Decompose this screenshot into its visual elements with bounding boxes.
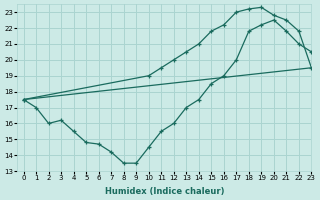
X-axis label: Humidex (Indice chaleur): Humidex (Indice chaleur) (105, 187, 224, 196)
